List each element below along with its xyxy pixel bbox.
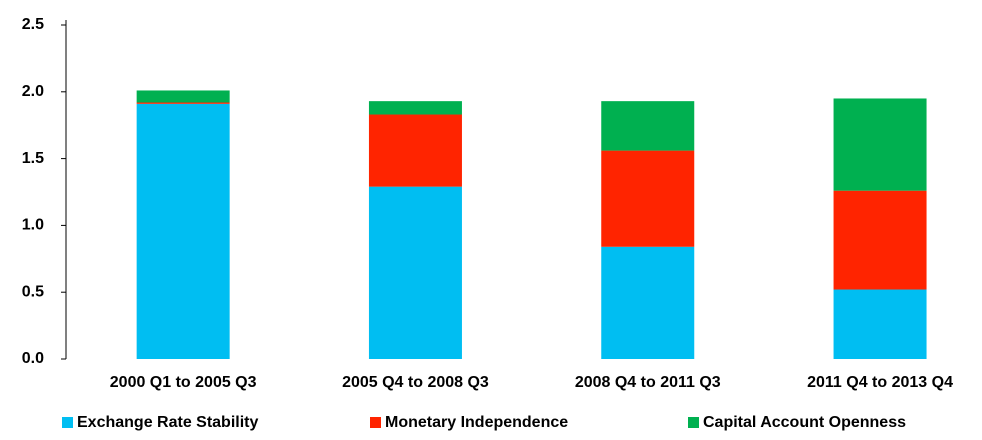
legend-swatch bbox=[370, 417, 381, 428]
x-tick-label: 2011 Q4 to 2013 Q4 bbox=[807, 374, 953, 391]
bar-segment bbox=[833, 98, 927, 191]
y-tick-label: 1.0 bbox=[22, 217, 44, 234]
bar-segment bbox=[833, 289, 927, 359]
bar-segment bbox=[601, 246, 695, 359]
y-tick-label: 1.5 bbox=[22, 150, 44, 167]
legend-label: Monetary Independence bbox=[385, 414, 568, 431]
bar-segment bbox=[368, 186, 462, 359]
bar-segment bbox=[833, 190, 927, 290]
x-tick-label: 2000 Q1 to 2005 Q3 bbox=[110, 374, 257, 391]
bar-segment bbox=[601, 101, 695, 151]
legend-swatch bbox=[688, 417, 699, 428]
legend-label: Exchange Rate Stability bbox=[77, 414, 258, 431]
bar-segment bbox=[368, 101, 462, 115]
bar-segment bbox=[368, 114, 462, 187]
bar-segment bbox=[136, 102, 230, 104]
y-tick-label: 2.0 bbox=[22, 83, 44, 100]
y-tick-label: 0.0 bbox=[22, 350, 44, 367]
y-tick-label: 0.5 bbox=[22, 283, 44, 300]
legend-label: Capital Account Openness bbox=[703, 414, 906, 431]
bar-segment bbox=[136, 90, 230, 103]
bar-segment bbox=[601, 150, 695, 247]
y-tick-label: 2.5 bbox=[22, 16, 44, 33]
bar-segment bbox=[136, 103, 230, 359]
x-tick-label: 2005 Q4 to 2008 Q3 bbox=[342, 374, 489, 391]
legend-swatch bbox=[62, 417, 73, 428]
x-tick-label: 2008 Q4 to 2011 Q3 bbox=[575, 374, 721, 391]
